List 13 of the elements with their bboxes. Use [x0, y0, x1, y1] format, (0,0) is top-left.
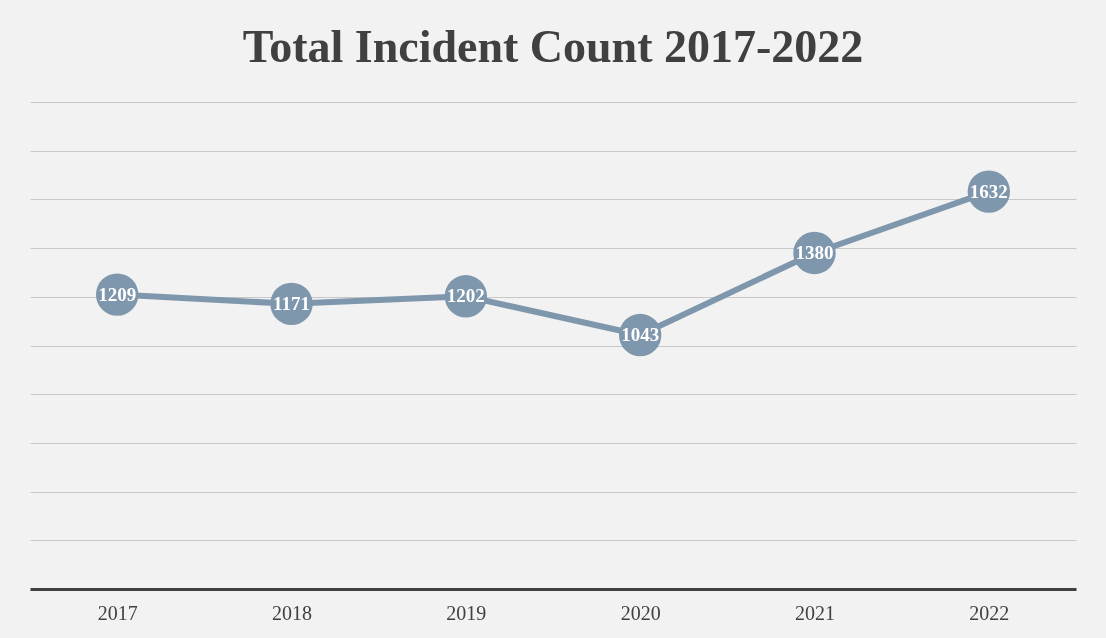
x-tick-label: 2018: [272, 601, 312, 624]
data-label: 1632: [969, 180, 1008, 202]
data-label: 1380: [795, 241, 834, 263]
data-label: 1209: [98, 283, 137, 305]
x-tick-label: 2022: [969, 601, 1010, 624]
x-tick-label: 2021: [795, 601, 835, 624]
x-tick-label: 2020: [620, 601, 661, 624]
x-tick-label: 2017: [97, 601, 138, 624]
data-label: 1202: [446, 285, 485, 307]
data-label: 1043: [621, 324, 660, 346]
x-tick-label: 2019: [446, 601, 487, 624]
data-label: 1171: [273, 292, 310, 314]
chart-title: Total Incident Count 2017-2022: [242, 21, 864, 72]
